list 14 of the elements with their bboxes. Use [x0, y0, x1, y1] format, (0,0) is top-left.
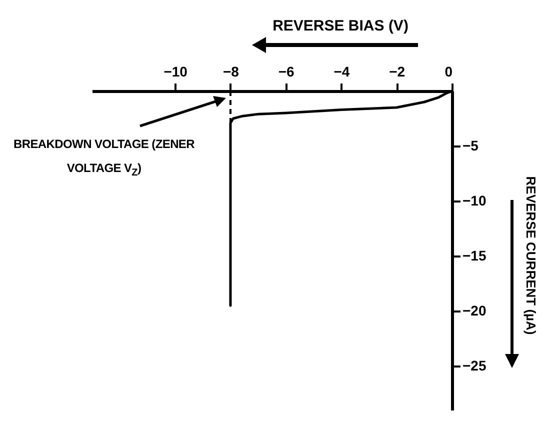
y-tick-label: −20 [462, 302, 486, 318]
annotation: BREAKDOWN VOLTAGE (ZENER VOLTAGE V$_{Z}$) [12, 136, 196, 180]
y-tick-label: −10 [462, 192, 486, 208]
y-axis-title: REVERSE CURRENT (µA) [524, 176, 538, 335]
y-tick-label: −25 [462, 358, 486, 374]
x-tick-label: −8 [222, 64, 240, 80]
x-tick-label: −4 [334, 64, 350, 80]
x-tick-label: −6 [278, 64, 295, 80]
x-tick-label: −2 [389, 64, 406, 80]
y-tick-label: −15 [462, 248, 486, 264]
x-axis-title: REVERSE BIAS (V) [272, 18, 408, 34]
x-tick-label: 0 [444, 64, 453, 80]
y-tick-label: −5 [462, 138, 479, 154]
x-tick-label: −10 [164, 64, 188, 80]
